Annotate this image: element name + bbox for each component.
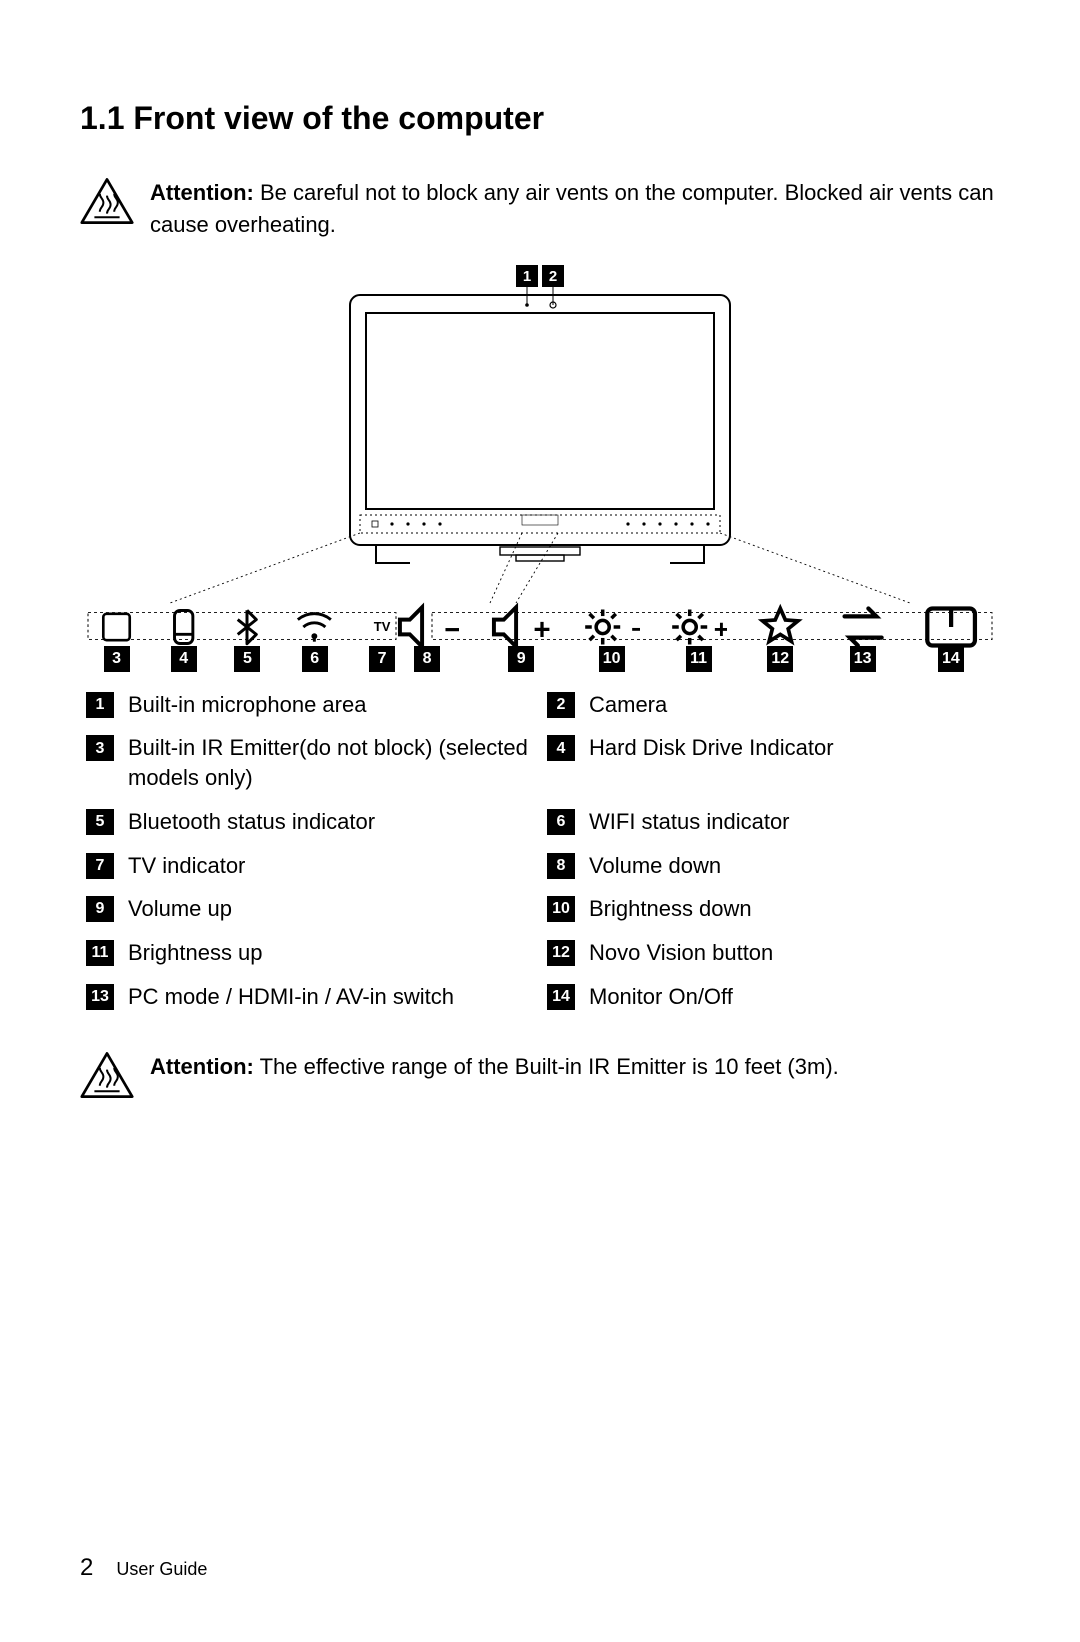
attention-2-label: Attention: — [150, 1054, 254, 1079]
strip-item-3: 3 — [100, 616, 133, 672]
callout-box-11: 11 — [686, 646, 712, 672]
bright-down-icon: − — [583, 616, 640, 638]
legend-text-1: Built-in microphone area — [128, 690, 533, 720]
attention-hot-icon — [80, 177, 134, 230]
legend-num-13: 13 — [86, 984, 114, 1010]
legend-list: 1 Built-in microphone area 2 Camera 3 Built-i… — [80, 690, 1000, 1012]
strip-item-4: 4 — [169, 616, 198, 672]
legend-num-1: 1 — [86, 692, 114, 718]
legend-num-7: 7 — [86, 853, 114, 879]
legend-text-11: Brightness up — [128, 938, 533, 968]
doc-title: User Guide — [116, 1559, 207, 1579]
strip-left-group: 3 4 5 6 TV 7 — [100, 616, 395, 672]
legend-text-10: Brightness down — [589, 894, 994, 924]
legend-num-11: 11 — [86, 940, 114, 966]
strip-item-13: 13 — [834, 616, 892, 672]
ir-window-icon — [100, 616, 133, 638]
attention-1-label: Attention: — [150, 180, 254, 205]
strip-item-14: 14 — [922, 616, 980, 672]
page: 1.1 Front view of the computer Attention… — [0, 0, 1080, 1642]
section-title-text: Front view of the computer — [133, 100, 544, 136]
legend-num-14: 14 — [547, 984, 575, 1010]
strip-item-11: +11 — [670, 616, 727, 672]
legend-text-5: Bluetooth status indicator — [128, 807, 533, 837]
callout-box-13: 13 — [850, 646, 876, 672]
legend-num-6: 6 — [547, 809, 575, 835]
page-number: 2 — [80, 1554, 93, 1581]
legend-text-8: Volume down — [589, 851, 994, 881]
attention-1-text: Attention: Be careful not to block any a… — [150, 177, 1000, 241]
legend-text-2: Camera — [589, 690, 994, 720]
button-strip: 3456TV7 −8+9−10+11121314 — [80, 609, 1000, 672]
bright-up-icon: + — [670, 616, 727, 638]
legend-num-9: 9 — [86, 896, 114, 922]
section-heading: 1.1 Front view of the computer — [80, 100, 1000, 137]
strip-item-10: −10 — [583, 616, 640, 672]
callout-box-7: 7 — [369, 646, 395, 672]
legend-num-4: 4 — [547, 735, 575, 761]
legend-num-12: 12 — [547, 940, 575, 966]
legend-text-7: TV indicator — [128, 851, 533, 881]
svg-text:+: + — [533, 613, 550, 646]
callout-1: 1 — [523, 268, 531, 285]
strip-item-8: −8 — [395, 616, 459, 672]
legend-text-12: Novo Vision button — [589, 938, 994, 968]
strip-item-6: 6 — [296, 616, 333, 672]
svg-text:+: + — [714, 614, 727, 644]
callout-box-6: 6 — [302, 646, 328, 672]
callout-box-8: 8 — [414, 646, 440, 672]
tv-icon: TV — [374, 616, 391, 638]
attention-1: Attention: Be careful not to block any a… — [80, 177, 1000, 241]
hdd-icon — [169, 616, 198, 638]
legend-num-10: 10 — [547, 896, 575, 922]
legend-num-3: 3 — [86, 735, 114, 761]
callout-box-3: 3 — [104, 646, 130, 672]
monitor-off-icon — [922, 616, 980, 638]
computer-diagram: 1 2 — [80, 265, 1000, 605]
legend-text-14: Monitor On/Off — [589, 982, 994, 1012]
attention-1-body: Be careful not to block any air vents on… — [150, 180, 994, 237]
strip-item-12: 12 — [757, 616, 804, 672]
strip-item-9: +9 — [489, 616, 553, 672]
callout-box-9: 9 — [508, 646, 534, 672]
vol-up-icon: + — [489, 616, 553, 638]
mode-switch-icon — [834, 616, 892, 638]
legend-text-9: Volume up — [128, 894, 533, 924]
callout-box-10: 10 — [599, 646, 625, 672]
section-number: 1.1 — [80, 100, 124, 136]
strip-item-5: 5 — [234, 616, 260, 672]
legend-num-2: 2 — [547, 692, 575, 718]
callout-2: 2 — [549, 268, 557, 285]
legend-text-4: Hard Disk Drive Indicator — [589, 733, 994, 792]
attention-2: Attention: The effective range of the Bu… — [80, 1051, 1000, 1104]
legend-num-8: 8 — [547, 853, 575, 879]
wifi-icon — [296, 616, 333, 638]
legend-text-13: PC mode / HDMI-in / AV-in switch — [128, 982, 533, 1012]
attention-2-text: Attention: The effective range of the Bu… — [150, 1051, 839, 1083]
bluetooth-icon — [234, 616, 260, 638]
vol-down-icon: − — [395, 616, 459, 638]
legend-text-6: WIFI status indicator — [589, 807, 994, 837]
strip-right-group: −8+9−10+11121314 — [395, 616, 980, 672]
strip-item-7: TV 7 — [369, 616, 395, 672]
page-footer: 2 User Guide — [80, 1554, 207, 1582]
attention-2-body: The effective range of the Built-in IR E… — [260, 1054, 839, 1079]
novo-icon — [757, 616, 804, 638]
svg-text:−: − — [444, 613, 459, 646]
legend-text-3: Built-in IR Emitter(do not block) (selec… — [128, 733, 533, 792]
legend-num-5: 5 — [86, 809, 114, 835]
callout-box-4: 4 — [171, 646, 197, 672]
svg-text:−: − — [631, 614, 640, 644]
callout-box-5: 5 — [234, 646, 260, 672]
attention-hot-icon — [80, 1051, 134, 1104]
callout-box-12: 12 — [767, 646, 793, 672]
callout-box-14: 14 — [938, 646, 964, 672]
